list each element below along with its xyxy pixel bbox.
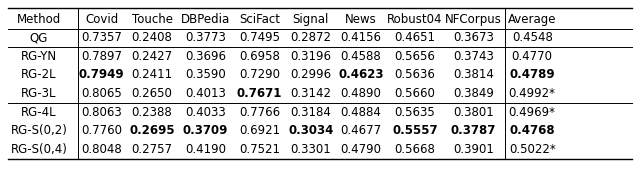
Text: RG-4L: RG-4L	[21, 105, 57, 118]
Text: 0.4890: 0.4890	[340, 87, 381, 100]
Text: 0.4156: 0.4156	[340, 31, 381, 44]
Text: 0.3801: 0.3801	[453, 105, 494, 118]
Text: 0.4770: 0.4770	[512, 50, 553, 63]
Text: 0.3196: 0.3196	[291, 50, 332, 63]
Text: Robust04: Robust04	[387, 13, 443, 26]
Text: SciFact: SciFact	[239, 13, 280, 26]
Text: RG-3L: RG-3L	[21, 87, 57, 100]
Text: 0.4969*: 0.4969*	[509, 105, 556, 118]
Text: 0.7897: 0.7897	[81, 50, 122, 63]
Text: 0.4789: 0.4789	[509, 68, 555, 81]
Text: 0.3743: 0.3743	[453, 50, 494, 63]
Text: 0.3709: 0.3709	[182, 124, 228, 137]
Text: 0.4677: 0.4677	[340, 124, 381, 137]
Text: 0.5557: 0.5557	[392, 124, 438, 137]
Text: 0.7357: 0.7357	[81, 31, 122, 44]
Text: 0.7766: 0.7766	[239, 105, 280, 118]
Text: 0.5656: 0.5656	[394, 50, 435, 63]
Text: RG-2L: RG-2L	[21, 68, 57, 81]
Text: 0.4884: 0.4884	[340, 105, 381, 118]
Text: Average: Average	[508, 13, 556, 26]
Text: 0.3814: 0.3814	[453, 68, 494, 81]
Text: 0.7760: 0.7760	[81, 124, 122, 137]
Text: 0.3849: 0.3849	[453, 87, 494, 100]
Text: Touche: Touche	[132, 13, 173, 26]
Text: 0.4013: 0.4013	[185, 87, 226, 100]
Text: 0.2388: 0.2388	[132, 105, 172, 118]
Text: 0.2695: 0.2695	[129, 124, 175, 137]
Text: 0.5660: 0.5660	[394, 87, 435, 100]
Text: RG-S(0,4): RG-S(0,4)	[10, 143, 67, 156]
Text: Covid: Covid	[85, 13, 118, 26]
Text: 0.2408: 0.2408	[132, 31, 173, 44]
Text: DBPedia: DBPedia	[180, 13, 230, 26]
Text: 0.4588: 0.4588	[340, 50, 381, 63]
Text: 0.2411: 0.2411	[132, 68, 173, 81]
Text: 0.2757: 0.2757	[132, 143, 173, 156]
Text: 0.2872: 0.2872	[291, 31, 332, 44]
Text: 0.3034: 0.3034	[288, 124, 333, 137]
Text: NFCorpus: NFCorpus	[445, 13, 502, 26]
Text: 0.4790: 0.4790	[340, 143, 381, 156]
Text: 0.3142: 0.3142	[291, 87, 332, 100]
Text: 0.3696: 0.3696	[185, 50, 226, 63]
Text: 0.6921: 0.6921	[239, 124, 280, 137]
Text: RG-YN: RG-YN	[21, 50, 57, 63]
Text: 0.6958: 0.6958	[239, 50, 280, 63]
Text: 0.5636: 0.5636	[394, 68, 435, 81]
Text: 0.4033: 0.4033	[185, 105, 226, 118]
Text: 0.3590: 0.3590	[185, 68, 226, 81]
Text: 0.5022*: 0.5022*	[509, 143, 556, 156]
Text: 0.7495: 0.7495	[239, 31, 280, 44]
Text: Method: Method	[17, 13, 61, 26]
Text: 0.2996: 0.2996	[290, 68, 332, 81]
Text: 0.4992*: 0.4992*	[509, 87, 556, 100]
Text: 0.8063: 0.8063	[81, 105, 122, 118]
Text: 0.3301: 0.3301	[291, 143, 331, 156]
Text: 0.2427: 0.2427	[132, 50, 173, 63]
Text: 0.7671: 0.7671	[237, 87, 282, 100]
Text: 0.4190: 0.4190	[185, 143, 226, 156]
Text: 0.4768: 0.4768	[509, 124, 555, 137]
Text: 0.5635: 0.5635	[395, 105, 435, 118]
Text: 0.3673: 0.3673	[453, 31, 494, 44]
Text: 0.7290: 0.7290	[239, 68, 280, 81]
Text: Signal: Signal	[292, 13, 329, 26]
Text: 0.3184: 0.3184	[291, 105, 331, 118]
Text: 0.3901: 0.3901	[453, 143, 494, 156]
Text: 0.2650: 0.2650	[132, 87, 173, 100]
Text: 0.3787: 0.3787	[451, 124, 496, 137]
Text: 0.4651: 0.4651	[394, 31, 435, 44]
Text: 0.8065: 0.8065	[81, 87, 122, 100]
Text: News: News	[345, 13, 377, 26]
Text: 0.4623: 0.4623	[339, 68, 384, 81]
Text: 0.5668: 0.5668	[394, 143, 435, 156]
Text: QG: QG	[30, 31, 48, 44]
Text: 0.7949: 0.7949	[79, 68, 125, 81]
Text: 0.7521: 0.7521	[239, 143, 280, 156]
Text: RG-S(0,2): RG-S(0,2)	[10, 124, 67, 137]
Text: 0.3773: 0.3773	[185, 31, 226, 44]
Text: 0.8048: 0.8048	[81, 143, 122, 156]
Text: 0.4548: 0.4548	[512, 31, 552, 44]
